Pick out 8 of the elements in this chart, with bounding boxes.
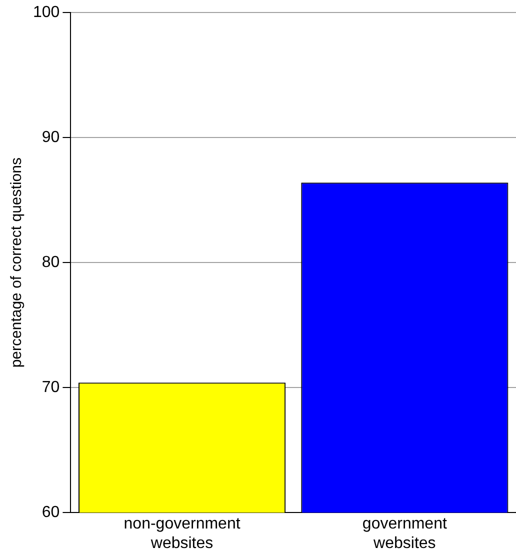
y-tick-label: 90 xyxy=(42,129,60,146)
x-tick-label: non-government websites xyxy=(124,516,241,552)
y-tick-label: 60 xyxy=(42,504,60,522)
x-tick-label: government websites xyxy=(362,516,448,552)
y-tick-label: 100 xyxy=(32,4,60,22)
y-tick-label: 80 xyxy=(42,254,60,272)
y-tick-label: 70 xyxy=(42,379,60,396)
y-axis-title: percentage of correct questions xyxy=(8,158,26,368)
